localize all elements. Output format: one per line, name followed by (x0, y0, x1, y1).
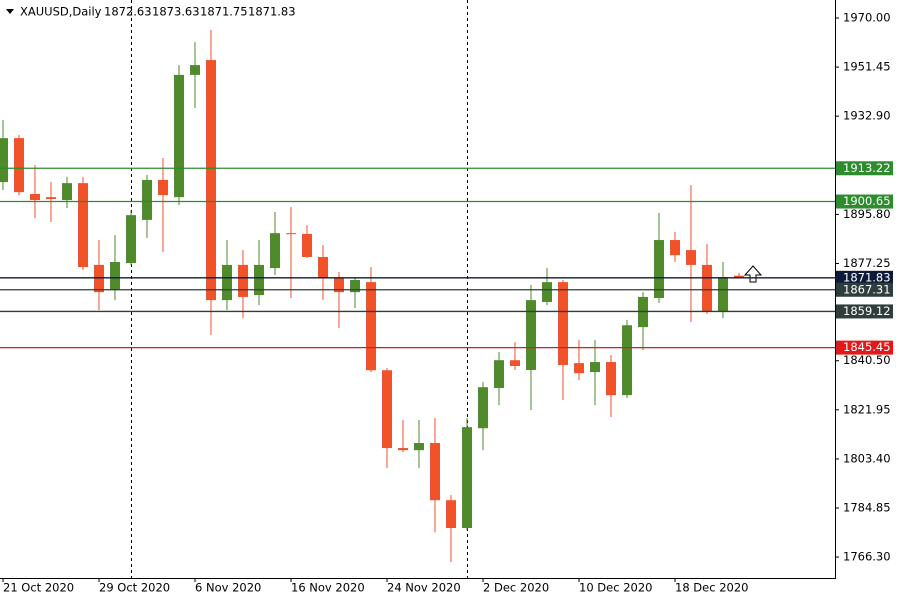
candle-body (254, 264, 264, 296)
candle-body (414, 443, 424, 451)
y-tick-label: 1821.95 (843, 402, 891, 416)
candle-body (462, 427, 472, 528)
candle-body (430, 443, 440, 501)
candle-body (158, 179, 168, 196)
y-tick-label: 1877.25 (843, 256, 891, 270)
y-tick-label: 1932.90 (843, 109, 891, 123)
y-tick-label: 1803.40 (843, 451, 891, 465)
level-label-box (836, 304, 893, 319)
candle-body (398, 448, 408, 451)
candle-body (286, 233, 296, 235)
header-high: 1873.63 (152, 5, 200, 19)
candle-body (702, 264, 712, 313)
level-label-box (836, 194, 893, 209)
level-label-box (836, 270, 893, 285)
header-low: 1871.75 (200, 5, 248, 19)
level-label: 1913.22 (843, 161, 891, 175)
candle-body (718, 277, 728, 313)
candle-body (478, 387, 488, 429)
candle-body (0, 138, 8, 183)
candle-body (686, 250, 696, 265)
level-label: 1871.83 (843, 270, 891, 284)
x-tick-label: 18 Dec 2020 (675, 581, 748, 595)
candle-body (46, 197, 56, 200)
candle-body (238, 264, 248, 297)
candle-body (606, 362, 616, 396)
y-tick-label: 1840.50 (843, 353, 891, 367)
candle-body (206, 60, 216, 301)
candle-body (654, 240, 664, 298)
header-close: 1871.83 (248, 5, 296, 19)
level-label-box (836, 282, 893, 297)
candle-body (510, 360, 520, 367)
y-tick-label: 1951.45 (843, 60, 891, 74)
candle-body (574, 363, 584, 374)
candle-body (350, 280, 360, 293)
level-label: 1900.65 (843, 194, 891, 208)
x-tick-label: 2 Dec 2020 (483, 581, 549, 595)
candle-body (734, 275, 744, 278)
level-label-box (836, 161, 893, 176)
level-label: 1867.31 (843, 282, 891, 296)
candle-body (622, 325, 632, 396)
level-label: 1845.45 (843, 340, 891, 354)
candle-body (270, 233, 280, 269)
candle-body (190, 65, 200, 75)
header-open: 1872.63 (104, 5, 152, 19)
x-tick-label: 21 Oct 2020 (3, 581, 74, 595)
y-tick-label: 1970.00 (843, 10, 891, 24)
candle-body (110, 262, 120, 291)
x-tick-label: 10 Dec 2020 (579, 581, 652, 595)
candle-body (174, 74, 184, 198)
x-tick-label: 16 Nov 2020 (291, 581, 365, 595)
y-tick-label: 1895.80 (843, 207, 891, 221)
candle-body (62, 183, 72, 201)
candle-body (302, 233, 312, 257)
candle-body (30, 193, 40, 201)
menu-triangle (6, 9, 14, 14)
y-tick-label: 1766.30 (843, 550, 891, 564)
candle-body (558, 282, 568, 365)
level-label: 1859.12 (843, 304, 891, 318)
symbol-title: XAUUSD,Daily (20, 5, 102, 19)
candle-body (670, 240, 680, 256)
candle-body (526, 300, 536, 370)
x-tick-label: 6 Nov 2020 (195, 581, 261, 595)
price-arrow-icon (743, 265, 763, 283)
candle-body (366, 282, 376, 371)
candle-body (382, 370, 392, 449)
candle-body (334, 278, 344, 293)
candle-body (78, 183, 88, 268)
candle-body (94, 264, 104, 293)
candle-body (126, 215, 136, 264)
x-tick-label: 29 Oct 2020 (99, 581, 170, 595)
candle-body (318, 256, 328, 279)
candle-body (590, 362, 600, 373)
candle-body (142, 179, 152, 220)
candle-body (542, 282, 552, 302)
candles (0, 29, 744, 563)
x-tick-label: 24 Nov 2020 (387, 581, 461, 595)
candle-body (222, 264, 232, 301)
candle-body (14, 138, 24, 193)
level-label-box (836, 340, 893, 355)
candle-body (446, 500, 456, 528)
y-tick-label: 1784.85 (843, 500, 891, 514)
candle-body (494, 360, 504, 388)
